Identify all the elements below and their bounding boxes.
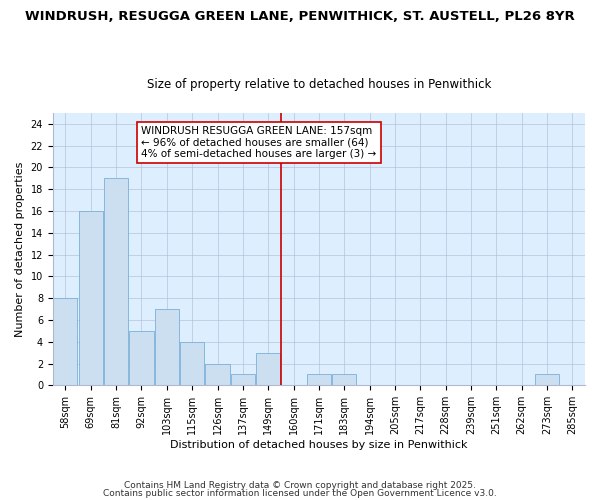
Bar	[53, 298, 77, 386]
Bar	[231, 374, 255, 386]
Bar	[130, 331, 154, 386]
Text: Contains public sector information licensed under the Open Government Licence v3: Contains public sector information licen…	[103, 488, 497, 498]
Bar	[205, 364, 230, 386]
Bar	[256, 352, 280, 386]
Text: WINDRUSH, RESUGGA GREEN LANE, PENWITHICK, ST. AUSTELL, PL26 8YR: WINDRUSH, RESUGGA GREEN LANE, PENWITHICK…	[25, 10, 575, 23]
Bar	[307, 374, 331, 386]
Y-axis label: Number of detached properties: Number of detached properties	[15, 162, 25, 337]
Bar	[535, 374, 559, 386]
Bar	[332, 374, 356, 386]
X-axis label: Distribution of detached houses by size in Penwithick: Distribution of detached houses by size …	[170, 440, 467, 450]
Bar	[155, 309, 179, 386]
Text: Contains HM Land Registry data © Crown copyright and database right 2025.: Contains HM Land Registry data © Crown c…	[124, 481, 476, 490]
Title: Size of property relative to detached houses in Penwithick: Size of property relative to detached ho…	[147, 78, 491, 91]
Text: WINDRUSH RESUGGA GREEN LANE: 157sqm
← 96% of detached houses are smaller (64)
4%: WINDRUSH RESUGGA GREEN LANE: 157sqm ← 96…	[142, 126, 377, 160]
Bar	[180, 342, 204, 386]
Bar	[79, 211, 103, 386]
Bar	[104, 178, 128, 386]
